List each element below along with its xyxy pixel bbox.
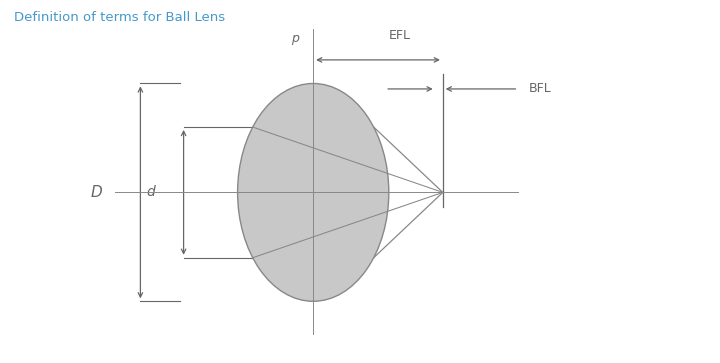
Polygon shape	[374, 127, 443, 258]
Text: D: D	[91, 185, 103, 200]
Text: d: d	[147, 185, 156, 199]
Text: BFL: BFL	[529, 82, 552, 95]
Text: p: p	[292, 32, 299, 45]
Text: EFL: EFL	[389, 29, 410, 42]
Ellipse shape	[238, 83, 389, 301]
Text: Definition of terms for Ball Lens: Definition of terms for Ball Lens	[14, 11, 225, 24]
